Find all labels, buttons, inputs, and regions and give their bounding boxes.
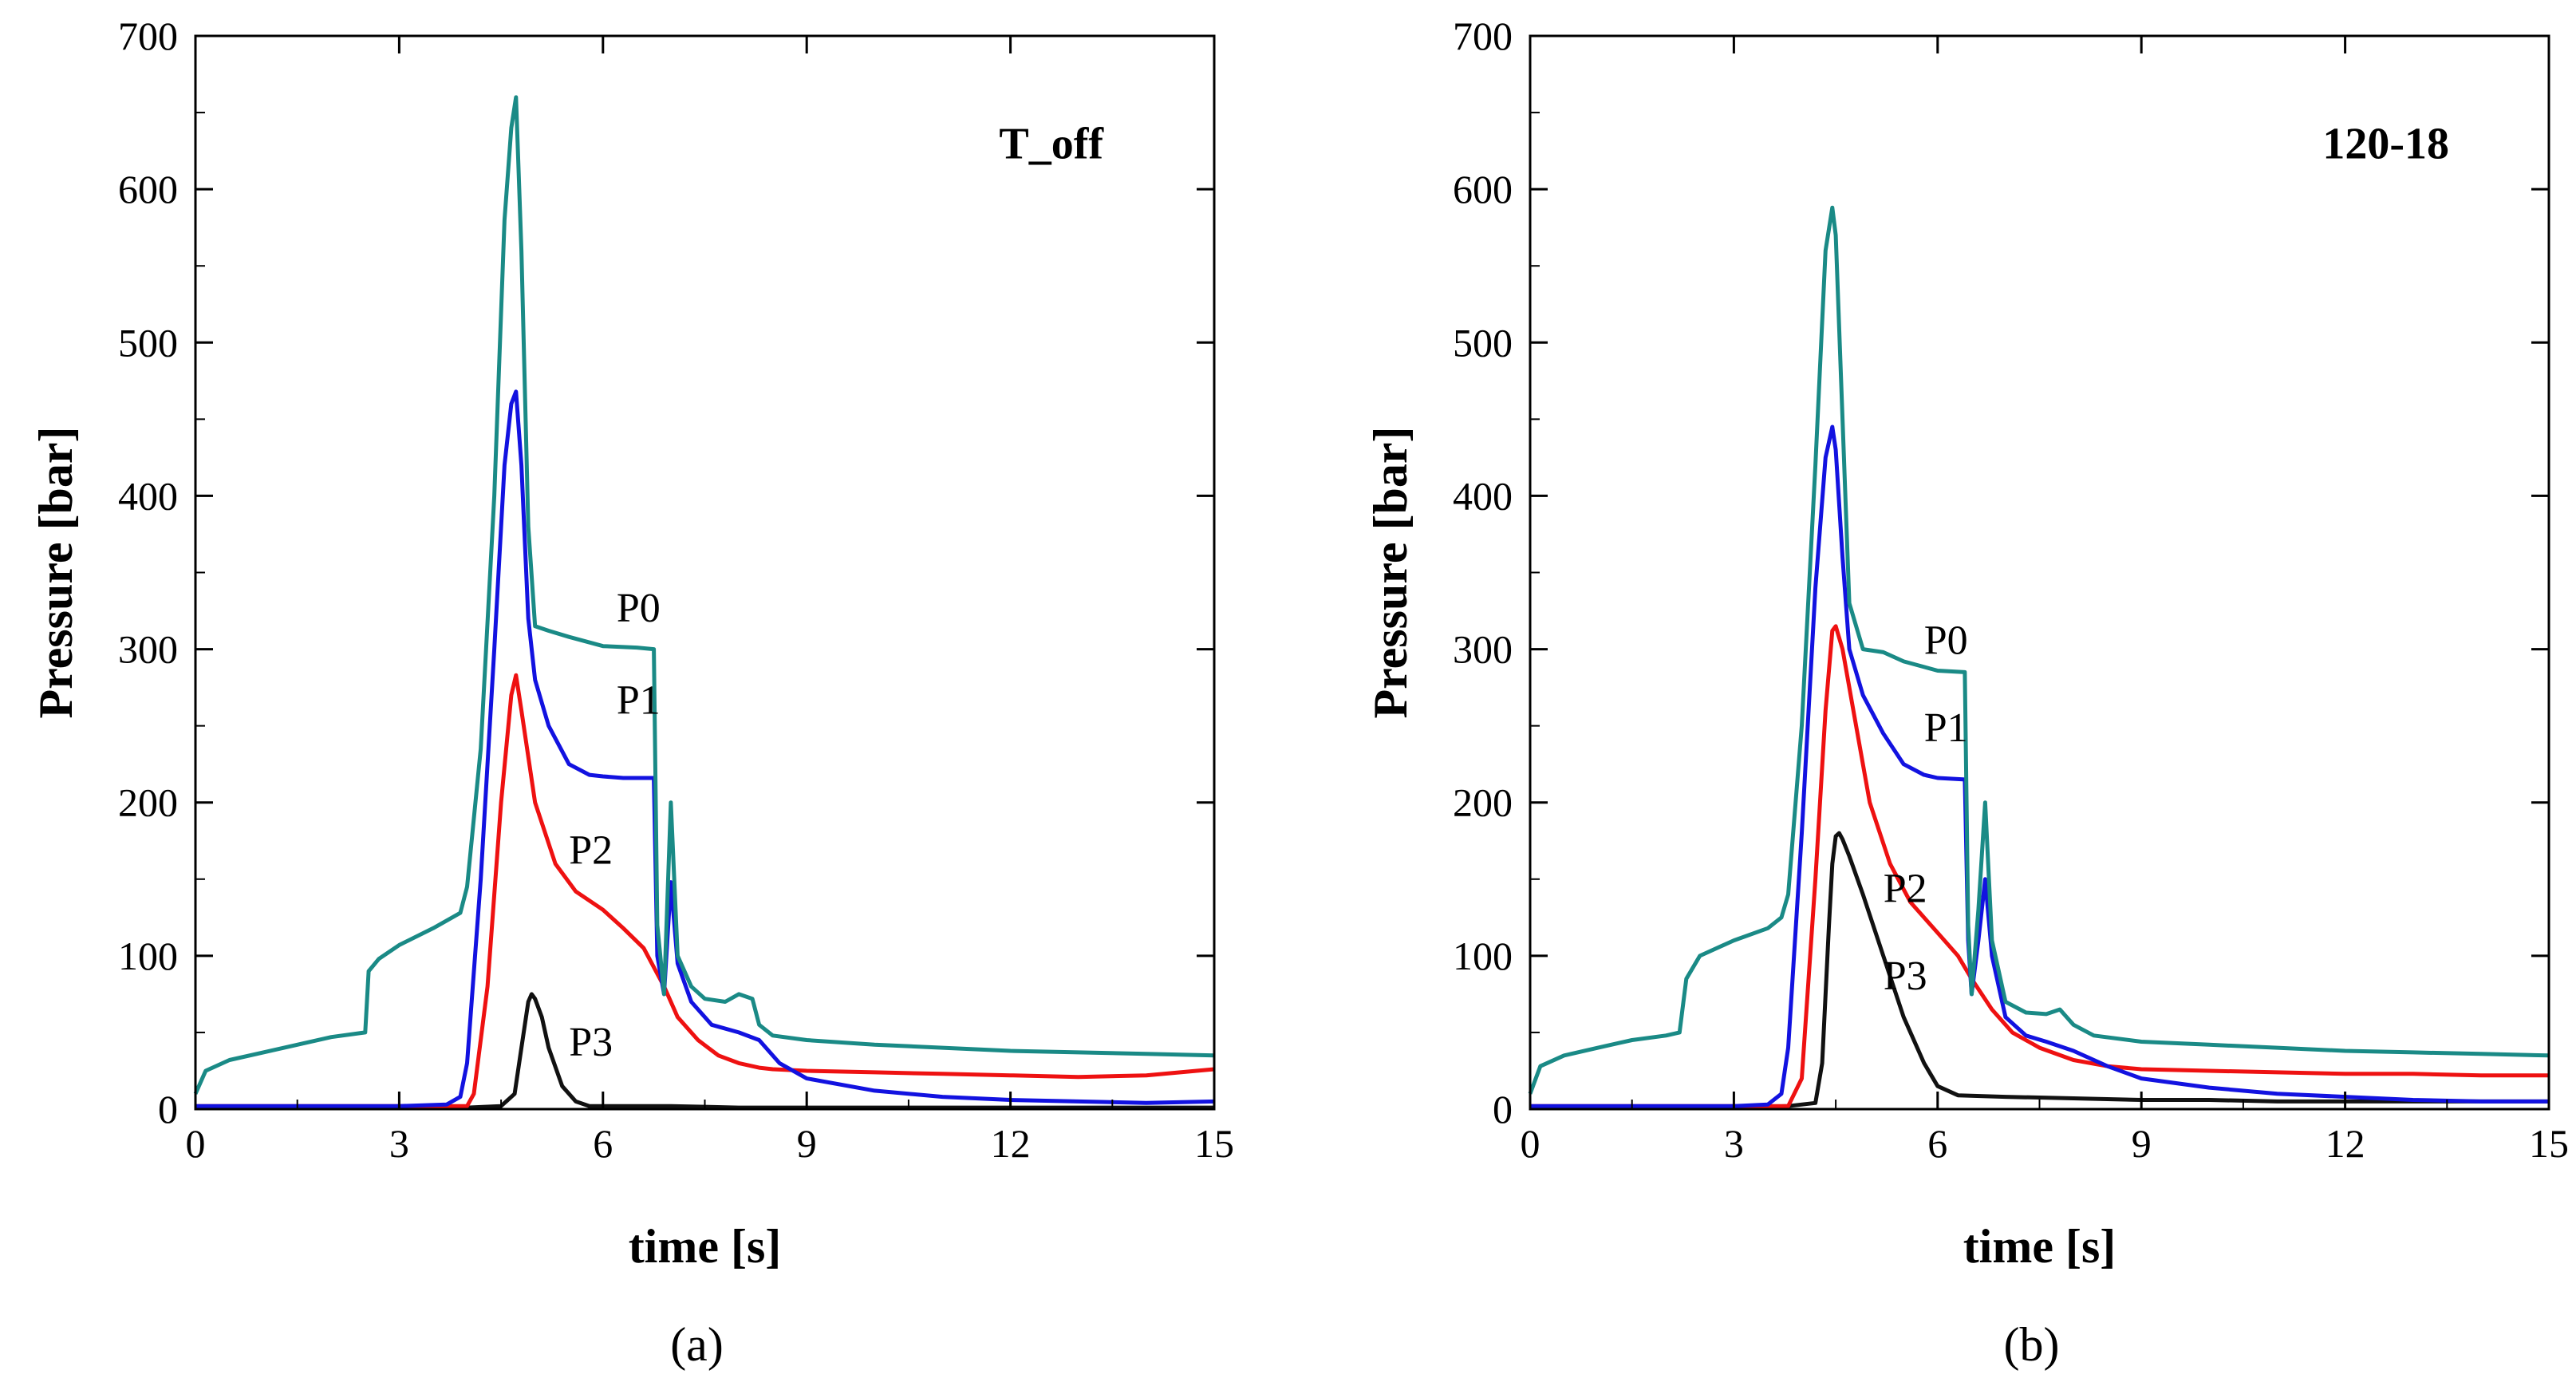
y-tick-label: 300 bbox=[1453, 627, 1513, 672]
plot-frame bbox=[1529, 34, 2550, 1111]
panel-caption: (b) bbox=[2004, 1318, 2060, 1371]
y-tick-label: 300 bbox=[118, 627, 178, 672]
y-axis-title: Pressure [bar] bbox=[1364, 426, 1417, 718]
y-tick-label: 700 bbox=[1453, 14, 1513, 58]
series-line-p0 bbox=[1528, 205, 2550, 1095]
panel-title: 120-18 bbox=[2322, 120, 2449, 169]
series-label-p1: P1 bbox=[617, 677, 661, 723]
y-tick-label: 400 bbox=[118, 473, 178, 518]
y-tick-label: 100 bbox=[1453, 934, 1513, 978]
series-label-p1: P1 bbox=[1924, 705, 1968, 751]
chart-panel-b: 0 3 6 9 12 15 0 100 200 300 400 500 600 700 time [s] Pr… bbox=[1364, 14, 2569, 1371]
panel-caption: (a) bbox=[670, 1318, 724, 1371]
y-tick-label: 200 bbox=[1453, 780, 1513, 825]
series-line-p2 bbox=[195, 673, 1215, 1108]
y-tick-label: 200 bbox=[118, 780, 178, 825]
chart-panel-a: 0 3 6 9 12 15 0 100 200 300 400 500 600 700 time [s] Pr… bbox=[30, 14, 1234, 1371]
x-tick-label: 0 bbox=[186, 1121, 206, 1166]
x-tick-label: 15 bbox=[1194, 1121, 1234, 1166]
series-label-p0: P0 bbox=[617, 586, 661, 631]
y-tick-label: 0 bbox=[1493, 1087, 1513, 1131]
series-label-p3: P3 bbox=[569, 1020, 613, 1065]
series-line-p1 bbox=[195, 389, 1215, 1108]
x-tick-label: 3 bbox=[389, 1121, 409, 1166]
x-tick-label: 12 bbox=[2326, 1121, 2365, 1166]
series-label-p2: P2 bbox=[1884, 867, 1927, 912]
x-tick-label: 9 bbox=[2132, 1121, 2152, 1166]
x-tick-label: 9 bbox=[797, 1121, 817, 1166]
y-tick-label: 600 bbox=[1453, 167, 1513, 211]
series-line-p2 bbox=[1530, 624, 2549, 1108]
series-label-p3: P3 bbox=[1884, 954, 1927, 999]
series-label-p2: P2 bbox=[569, 828, 613, 874]
x-tick-label: 15 bbox=[2529, 1121, 2569, 1166]
y-tick-label: 100 bbox=[118, 934, 178, 978]
plot-frame bbox=[194, 34, 1216, 1111]
series-line-p3 bbox=[1530, 831, 2549, 1110]
x-tick-label: 12 bbox=[991, 1121, 1031, 1166]
series-line-p0 bbox=[193, 95, 1215, 1095]
y-axis-title: Pressure [bar] bbox=[30, 426, 82, 718]
x-tick-label: 3 bbox=[1724, 1121, 1744, 1166]
y-tick-label: 600 bbox=[118, 167, 178, 211]
y-tick-label: 500 bbox=[1453, 320, 1513, 365]
x-tick-label: 0 bbox=[1521, 1121, 1540, 1166]
x-tick-label: 6 bbox=[1927, 1121, 1947, 1166]
y-tick-label: 0 bbox=[158, 1087, 178, 1131]
series-label-p0: P0 bbox=[1924, 618, 1968, 663]
y-tick-label: 400 bbox=[1453, 473, 1513, 518]
y-tick-label: 700 bbox=[118, 14, 178, 58]
series-line-p1 bbox=[1530, 424, 2549, 1108]
y-tick-label: 500 bbox=[118, 320, 178, 365]
x-tick-label: 6 bbox=[593, 1121, 613, 1166]
panel-title: T_off bbox=[999, 120, 1104, 169]
x-axis-title: time [s] bbox=[1963, 1220, 2116, 1273]
series-line-p3 bbox=[195, 992, 1214, 1110]
x-axis-title: time [s] bbox=[629, 1220, 782, 1273]
